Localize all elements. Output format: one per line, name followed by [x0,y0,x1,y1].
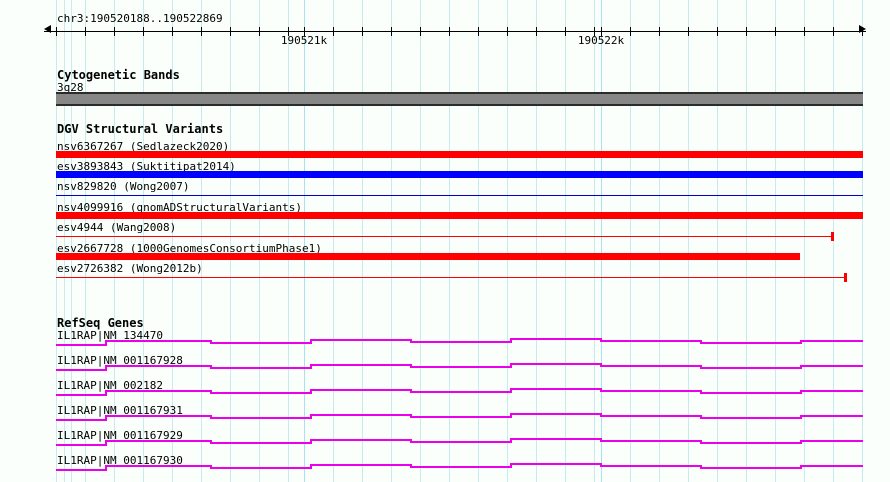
ruler-tick [507,27,508,36]
ruler-tick [333,27,334,36]
dgv-variant-label[interactable]: nsv4099916 (gnomADStructuralVariants) [57,201,303,214]
ruler-tick [114,27,115,36]
ruler-tick [833,27,834,36]
ruler-tick [630,27,631,36]
gene-transcript-track[interactable] [56,412,863,426]
gridline [630,0,631,482]
dgv-variant-bar[interactable] [56,171,863,178]
gridline [601,0,602,482]
refseq-section-title: RefSeq Genes [57,316,144,330]
ruler-tick [536,27,537,36]
ruler-tick [201,27,202,36]
ruler-tick [688,27,689,36]
ruler-tick [775,27,776,36]
gridline [746,0,747,482]
gene-transcript-label[interactable]: IL1RAP|NM_001167928 [57,354,183,367]
gridline [688,0,689,482]
gridline [659,0,660,482]
dgv-variant-line[interactable] [56,195,863,196]
ruler-tick [478,27,479,36]
gridline [775,0,776,482]
ruler-tick [862,27,863,36]
gridline [391,0,392,482]
gridline [478,0,479,482]
gridline [536,0,537,482]
gene-transcript-label[interactable]: IL1RAP|NM_001167929 [57,429,183,442]
gridline [449,0,450,482]
gene-transcript-track[interactable] [56,462,863,476]
gridline [420,0,421,482]
ruler-tick [449,27,450,36]
dgv-variant-label[interactable]: esv4944 (Wang2008) [57,221,177,234]
gridline [507,0,508,482]
gridline [862,0,863,482]
gene-transcript-track[interactable] [56,437,863,451]
gene-transcript-label[interactable]: IL1RAP|NM_001167931 [57,404,183,417]
dgv-variant-endcap[interactable] [844,273,847,282]
dgv-variant-label[interactable]: nsv829820 (Wong2007) [57,180,190,193]
gridline [594,0,595,482]
ruler-tick [391,27,392,36]
gene-transcript-label[interactable]: IL1RAP|NM_001167930 [57,454,183,467]
ruler-axis-line [44,31,866,32]
cytogenetic-section-title: Cytogenetic Bands [57,68,180,82]
ruler-tick-label: 190522k [577,34,625,47]
gridline [230,0,231,482]
ruler-tick [746,27,747,36]
dgv-variant-bar[interactable] [56,151,863,158]
gridline [565,0,566,482]
dgv-variant-bar[interactable] [56,212,863,219]
ruler-tick [288,27,289,36]
ruler-tick-label: 190521k [280,34,328,47]
gridline [333,0,334,482]
dgv-variant-label[interactable]: esv2726382 (Wong2012b) [57,262,203,275]
gene-transcript-label[interactable]: IL1RAP|NM_002182 [57,379,163,392]
ruler-tick [594,27,595,36]
dgv-variant-label[interactable]: esv3893843 (Suktitipat2014) [57,160,236,173]
gridline [288,0,289,482]
ruler-tick [56,27,57,36]
ruler-tick [143,27,144,36]
arrow-left-icon[interactable] [44,25,51,33]
ruler-tick [85,27,86,36]
ruler-tick [230,27,231,36]
cytoband-label: 3q28 [57,81,84,94]
ruler-tick [172,27,173,36]
dgv-variant-line[interactable] [56,236,833,237]
gridline [304,0,305,482]
ruler-tick [804,27,805,36]
dgv-variant-bar[interactable] [56,253,800,260]
locus-label: chr3:190520188..190522869 [57,12,223,25]
cytoband-segment[interactable] [56,92,863,106]
dgv-variant-line[interactable] [56,277,846,278]
ruler-tick [601,27,602,36]
ruler-tick [717,27,718,36]
ruler-tick [565,27,566,36]
gridline [259,0,260,482]
gene-transcript-track[interactable] [56,362,863,376]
dgv-variant-label[interactable]: nsv6367267 (Sedlazeck2020) [57,140,230,153]
ruler-tick [420,27,421,36]
dgv-section-title: DGV Structural Variants [57,122,224,136]
ruler-tick [659,27,660,36]
gridline [362,0,363,482]
gridline [833,0,834,482]
ruler-tick [304,27,305,36]
gridline [717,0,718,482]
ruler-tick [362,27,363,36]
dgv-variant-endcap[interactable] [831,232,834,241]
ruler-tick [259,27,260,36]
gene-transcript-label[interactable]: IL1RAP|NM_134470 [57,329,163,342]
gene-transcript-track[interactable] [56,337,863,351]
gridline [201,0,202,482]
gridline [804,0,805,482]
gene-transcript-track[interactable] [56,387,863,401]
dgv-variant-label[interactable]: esv2667728 (1000GenomesConsortiumPhase1) [57,242,322,255]
